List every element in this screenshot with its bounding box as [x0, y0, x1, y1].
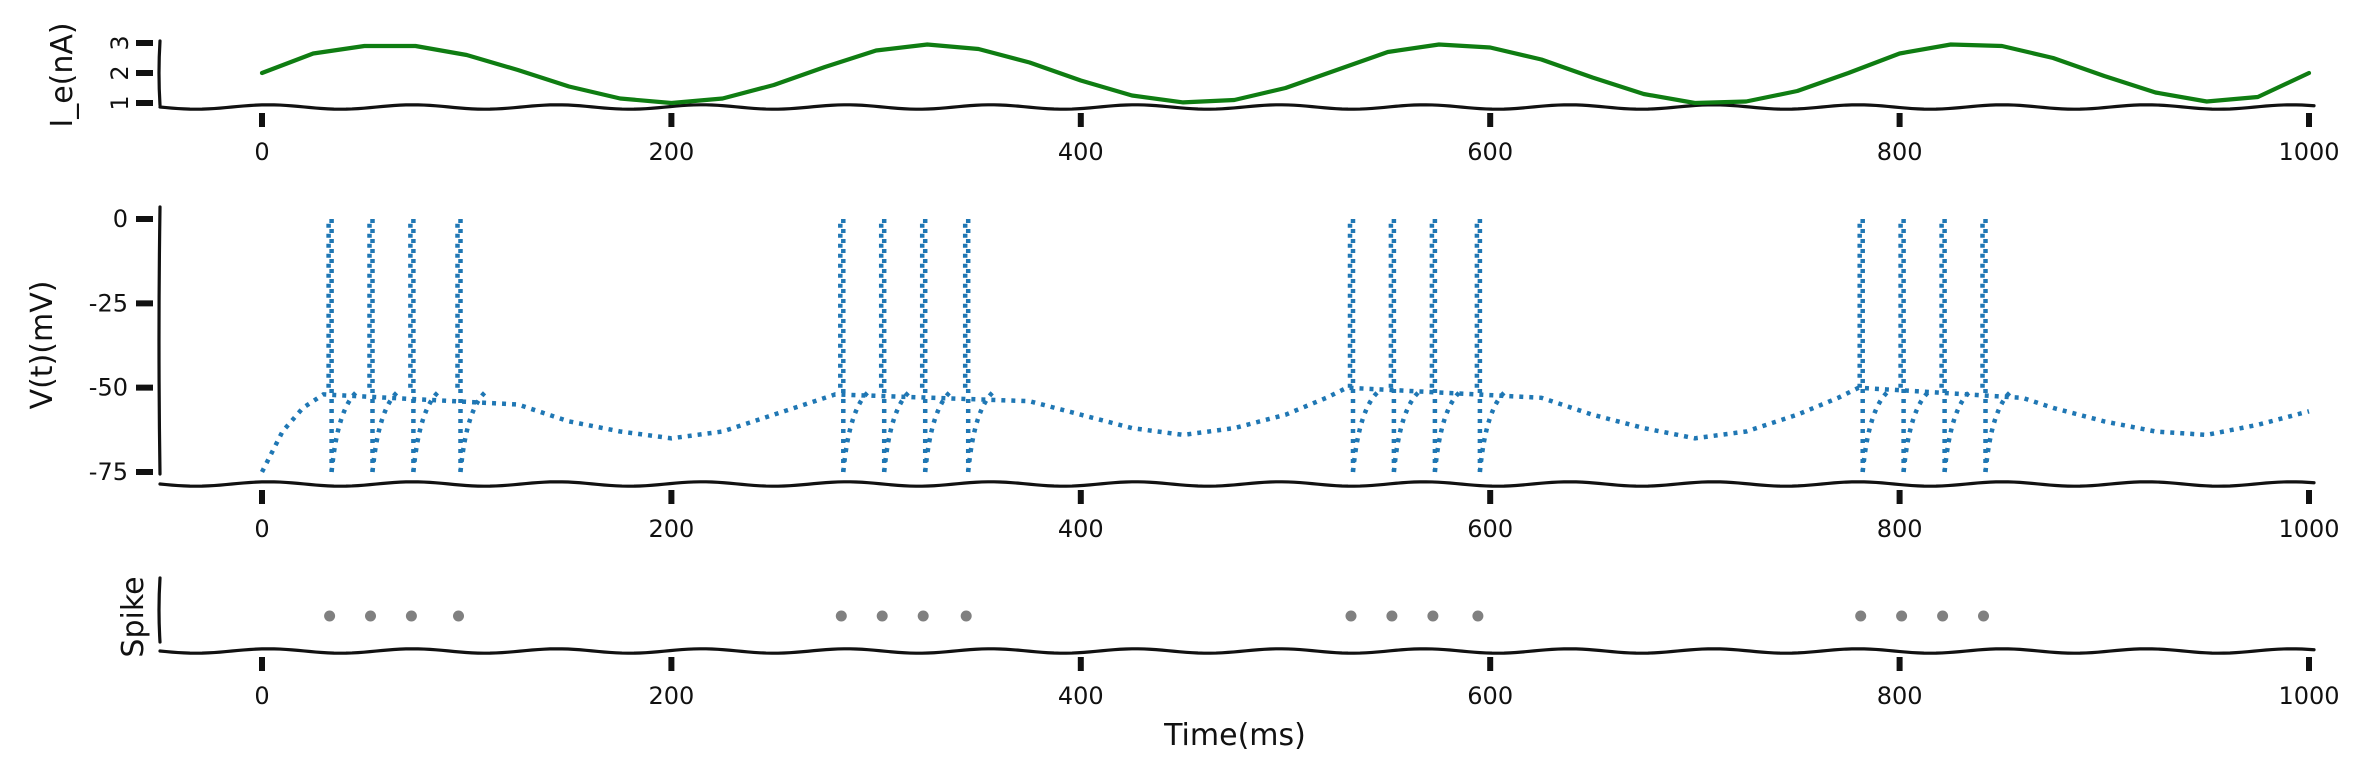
x-tick-label: 800	[1877, 138, 1923, 166]
x-tick-label: 1000	[2278, 682, 2339, 710]
spike-waveform	[1939, 219, 1973, 473]
x-axis-line	[158, 480, 2316, 488]
current-panel: 1 2 3 I_e(nA) 0 200 400 600 800 1000	[45, 22, 2340, 166]
x-tick-label: 1000	[2278, 138, 2339, 166]
voltage-trace	[259, 385, 2310, 474]
spike-waveform	[326, 219, 360, 473]
spike-dot	[917, 610, 929, 622]
spike-waveform	[838, 219, 871, 473]
x-tick-label: 0	[254, 682, 269, 710]
x-tick-label: 1000	[2278, 515, 2339, 543]
spike-dot	[1937, 610, 1949, 622]
x-tick-label: 400	[1058, 515, 1104, 543]
y-tick-label: 1	[106, 95, 134, 110]
spike-dot	[1472, 610, 1484, 622]
y-tick-label: -25	[89, 289, 128, 317]
spike-dot	[405, 610, 417, 622]
x-tick-label: 0	[254, 515, 269, 543]
spike-panel: Spike 0 200 400 600 800 1000 Time(ms)	[116, 576, 2340, 753]
spike-waveform	[919, 219, 953, 473]
x-tick-label: 600	[1467, 138, 1513, 166]
spike-dot	[1978, 610, 1989, 622]
spike-dot	[876, 610, 888, 622]
spike-dot	[365, 610, 376, 622]
spike-waveform	[1857, 219, 1891, 473]
spike-dot	[1345, 610, 1357, 622]
x-tick-label: 200	[648, 515, 694, 543]
spike-dot	[453, 610, 464, 622]
spike-waveform	[1980, 219, 2014, 473]
x-tick-label: 0	[254, 138, 269, 166]
spike-waveform	[1388, 219, 1422, 473]
y-tick-label: 2	[106, 65, 134, 80]
x-tick-label: 800	[1877, 682, 1923, 710]
x-tick-label: 600	[1467, 682, 1513, 710]
x-tick-label: 800	[1877, 515, 1923, 543]
y-tick-label: -50	[89, 374, 128, 402]
y-tick-label: -75	[89, 458, 128, 486]
spike-dot	[835, 610, 847, 622]
time-x-label: Time(ms)	[1163, 718, 1306, 753]
spike-y-label: Spike	[116, 576, 151, 657]
spike-waveform	[408, 219, 441, 473]
spike-waveform	[367, 219, 401, 473]
x-axis-line	[158, 103, 2316, 111]
y-axis-line	[157, 205, 162, 476]
voltage-panel: -75 -50 -25 0 V(t)(mV) 0 200 400 600 800 1000	[25, 205, 2340, 543]
spike-dot	[1386, 610, 1398, 622]
y-tick-label: 0	[113, 205, 128, 233]
y-axis-line	[157, 576, 162, 644]
x-tick-label: 200	[648, 138, 694, 166]
spike-dot	[1896, 610, 1908, 622]
spike-dot	[1855, 610, 1867, 622]
spike-dot	[324, 610, 336, 622]
x-tick-label: 400	[1058, 138, 1104, 166]
spike-waveform	[455, 219, 489, 473]
y-tick-label: 3	[106, 35, 134, 50]
x-tick-label: 400	[1058, 682, 1104, 710]
spike-waveform	[878, 219, 912, 473]
x-axis-line	[158, 647, 2316, 655]
spike-waveform	[1898, 219, 1932, 473]
y-axis-line	[157, 39, 162, 107]
spike-waveform	[1474, 219, 1508, 473]
x-tick-label: 600	[1467, 515, 1513, 543]
spike-dot	[960, 610, 972, 622]
current-y-label: I_e(nA)	[45, 22, 80, 127]
current-trace	[259, 42, 2312, 106]
voltage-y-label: V(t)(mV)	[25, 281, 60, 410]
spike-dot	[1427, 610, 1439, 622]
spike-waveform	[1347, 219, 1381, 473]
spike-waveform	[1429, 219, 1463, 473]
x-tick-label: 200	[648, 682, 694, 710]
spike-waveform	[962, 219, 996, 473]
